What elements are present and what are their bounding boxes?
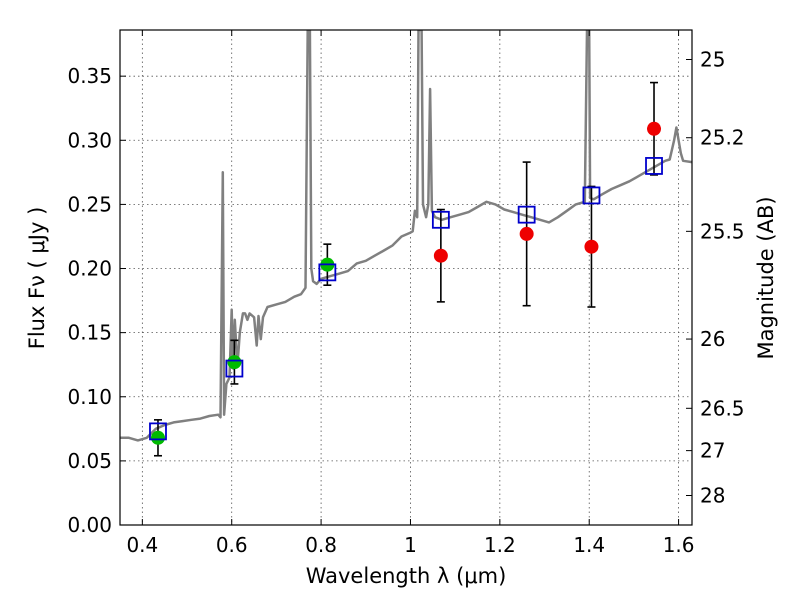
- model-photometry-point: [431, 210, 450, 229]
- y-right-tick-label: 25.2: [700, 126, 745, 150]
- grid: [120, 30, 692, 526]
- y-tick-label: 0.20: [67, 257, 112, 281]
- data-points-layer: [149, 81, 663, 457]
- y-tick-label: 0.15: [67, 321, 112, 345]
- y-right-axis-title: Magnitude (AB): [754, 196, 778, 359]
- y-tick-label: 0.10: [67, 385, 112, 409]
- y-tick-label: 0.30: [67, 128, 112, 152]
- model-photometry-point: [225, 359, 244, 378]
- model-spectrum-line: [120, 30, 692, 442]
- x-tick-label: 1: [404, 533, 417, 557]
- x-tick-label: 1.4: [573, 533, 605, 557]
- x-tick-label: 0.4: [126, 533, 158, 557]
- x-tick-label: 1.6: [663, 533, 695, 557]
- x-tick-label: 0.8: [305, 533, 337, 557]
- model-photometry-point: [149, 422, 167, 441]
- observed_nir-point: [433, 248, 448, 263]
- observed_optical-point: [150, 430, 165, 445]
- plot-area: [120, 30, 692, 525]
- y-right-tick-label: 25: [700, 47, 725, 71]
- y-right-tick-label: 26.5: [700, 396, 745, 420]
- observed_nir-point: [519, 226, 534, 241]
- y-axis-title: Flux Fν ( μJy ): [25, 207, 49, 350]
- axis-ticks: 0.4 0.6 0.8 1 1.2 1.4 1.6 0.00 0.05 0.10 0.15 0.20 0…: [67, 30, 745, 557]
- y-right-tick-label: 26: [700, 327, 725, 351]
- observed_nir-point: [647, 121, 662, 136]
- y-right-tick-label: 28: [700, 484, 725, 508]
- x-tick-label: 0.6: [216, 533, 248, 557]
- model-photometry-point: [318, 263, 337, 282]
- observed_optical-point: [227, 355, 242, 370]
- y-tick-label: 0.25: [67, 192, 112, 216]
- y-tick-label: 0.00: [67, 513, 112, 537]
- x-axis-title: Wavelength λ (μm): [306, 564, 507, 588]
- plot-frame: [119, 29, 693, 526]
- model-photometry-point: [645, 157, 663, 175]
- y-right-tick-label: 25.5: [700, 219, 745, 243]
- x-tick-label: 1.2: [484, 533, 516, 557]
- y-right-tick-label: 27: [700, 439, 725, 463]
- observed_nir-point: [584, 239, 599, 254]
- model-photometry-point: [582, 186, 601, 205]
- y-tick-label: 0.05: [67, 449, 112, 473]
- model-photometry-point: [517, 205, 536, 224]
- y-tick-label: 0.35: [67, 64, 112, 88]
- model-spectrum-layer: [120, 30, 692, 442]
